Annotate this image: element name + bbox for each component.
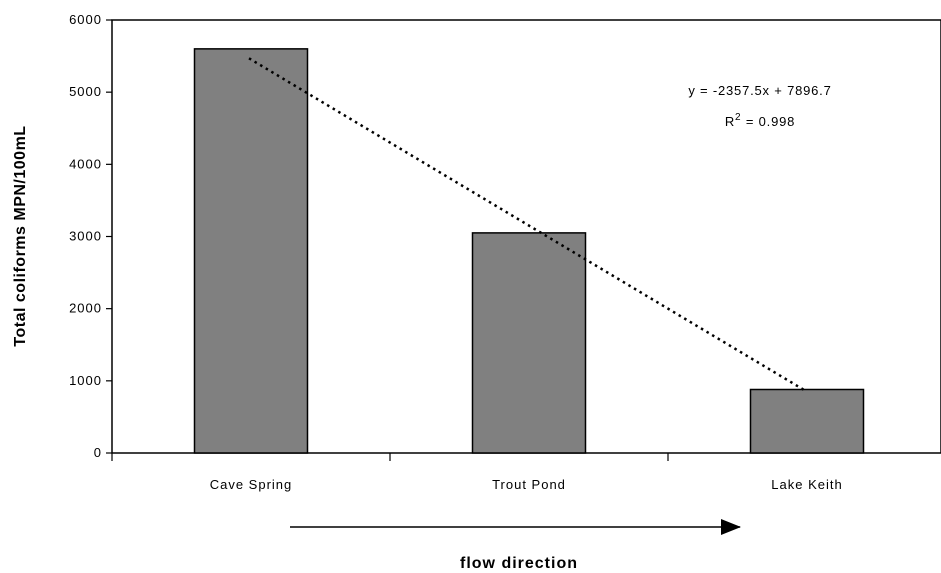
r-squared-symbol: R	[725, 114, 735, 129]
y-tick-label: 0	[94, 445, 102, 460]
trendline-r-squared: R2 = 0.998	[725, 112, 795, 129]
y-tick-label: 1000	[69, 373, 102, 388]
r-squared-exponent: 2	[735, 112, 741, 123]
y-tick-label: 5000	[69, 84, 102, 99]
y-tick-label: 2000	[69, 301, 102, 316]
r-squared-value: = 0.998	[741, 114, 795, 129]
bar-lake-keith	[749, 388, 865, 454]
x-axis-category-labels: Cave Spring Trout Pond Lake Keith	[210, 477, 842, 492]
x-category-label: Cave Spring	[210, 477, 293, 492]
y-axis-label: Total coliforms MPN/100mL	[12, 125, 29, 346]
y-tick-label: 6000	[69, 12, 102, 27]
x-axis-ticks	[111, 453, 669, 461]
flow-direction-label: flow direction	[460, 555, 578, 572]
bar-cave-spring	[193, 48, 309, 454]
y-axis-ticks: 0 1000 2000 3000 4000 5000 6000	[69, 12, 112, 460]
y-tick-label: 4000	[69, 156, 102, 171]
x-category-label: Trout Pond	[492, 477, 566, 492]
trendline-equation: y = -2357.5x + 7896.7	[688, 83, 831, 98]
x-category-label: Lake Keith	[771, 477, 842, 492]
y-tick-label: 3000	[69, 229, 102, 244]
bar-trout-pond	[471, 232, 587, 454]
bars	[193, 48, 865, 454]
